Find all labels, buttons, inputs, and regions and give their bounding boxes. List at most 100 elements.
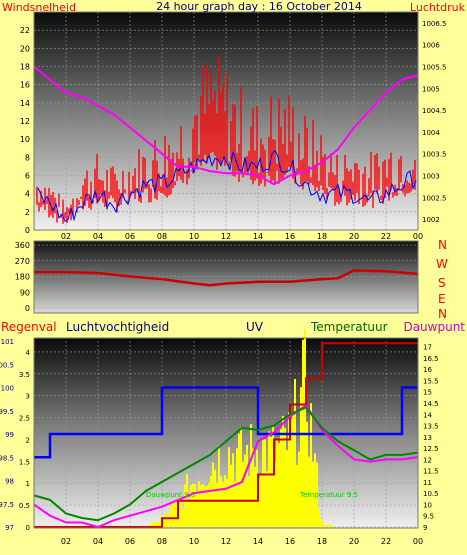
uv-axis-title: UV bbox=[246, 320, 264, 334]
hour-tick-label: 16 bbox=[285, 537, 295, 546]
temperature-tick-label: 11.5 bbox=[423, 468, 439, 476]
pressure-tick-label: 1003.5 bbox=[422, 151, 447, 159]
temperature-tick-label: 9 bbox=[423, 524, 427, 532]
pressure-tick-label: 1002.5 bbox=[422, 194, 447, 202]
humidity-tick-label: 97.5 bbox=[0, 501, 14, 509]
temperature-tick-label: 16.5 bbox=[423, 355, 439, 363]
temperature-tick-label: 11 bbox=[423, 479, 432, 487]
hour-tick-label: 18 bbox=[317, 232, 327, 241]
wind-tick-label: 22 bbox=[20, 26, 30, 35]
hour-tick-label: 04 bbox=[93, 232, 103, 241]
rain-tick-label: 2.5 bbox=[19, 415, 30, 423]
temperature-axis-title: Temperatuur bbox=[310, 320, 388, 334]
dewpoint-axis-title: Dauwpunt bbox=[403, 320, 465, 334]
humidity-tick-label: 99.5 bbox=[0, 408, 14, 416]
panel-border bbox=[33, 337, 419, 529]
wind-tick-label: 10 bbox=[20, 135, 30, 144]
hour-tick-label: 04 bbox=[93, 537, 103, 546]
humidity-axis-title: Luchtvochtigheid bbox=[66, 320, 169, 334]
pressure-tick-label: 1002 bbox=[422, 216, 440, 224]
panel-border bbox=[33, 11, 419, 231]
hour-tick-label: 12 bbox=[221, 232, 231, 241]
rain-tick-label: 3.5 bbox=[19, 371, 30, 379]
wind-tick-label: 8 bbox=[25, 153, 30, 162]
pressure-tick-label: 1004.5 bbox=[422, 107, 447, 115]
hour-tick-label: 02 bbox=[61, 232, 71, 241]
temperature-tick-label: 13 bbox=[423, 434, 432, 442]
wind-tick-label: 12 bbox=[20, 117, 30, 126]
rain-tick-label: 3 bbox=[26, 393, 30, 401]
direction-tick-label: 270 bbox=[15, 257, 30, 266]
hour-tick-label: 22 bbox=[381, 232, 391, 241]
hour-tick-label: 14 bbox=[253, 537, 263, 546]
rain-tick-label: 0 bbox=[26, 524, 30, 532]
humidity-tick-label: 98.5 bbox=[0, 454, 14, 462]
pressure-line bbox=[33, 65, 419, 186]
humidity-tick-label: 100 bbox=[1, 385, 14, 393]
compass-label-e: E bbox=[438, 292, 446, 306]
temperature-line bbox=[33, 406, 419, 522]
pressure-tick-label: 1003 bbox=[422, 173, 440, 181]
wind-tick-label: 4 bbox=[25, 190, 30, 199]
humidity-tick-label: 101 bbox=[1, 338, 14, 346]
compass-label-s: S bbox=[438, 276, 446, 290]
direction-tick-label: 360 bbox=[15, 241, 30, 250]
panel-direction-bg bbox=[34, 241, 418, 313]
rain-tick-label: 4 bbox=[26, 349, 31, 357]
rain-line bbox=[34, 342, 418, 528]
temperature-tick-label: 17 bbox=[423, 344, 432, 352]
direction-tick-label: 90 bbox=[20, 288, 30, 297]
wind-speed-axis-title: Windsnelheid bbox=[2, 1, 76, 14]
temperature-tick-label: 14 bbox=[423, 411, 432, 419]
hour-tick-label: 00 bbox=[413, 232, 423, 241]
temperature-tick-label: 15.5 bbox=[423, 377, 439, 385]
dewpoint-line bbox=[33, 404, 419, 528]
temperature-tick-label: 10.5 bbox=[423, 490, 439, 498]
humidity-tick-label: 98 bbox=[5, 478, 14, 486]
temperature-tick-label: 12.5 bbox=[423, 445, 439, 453]
compass-label-n-top: N bbox=[438, 238, 447, 252]
rain-axis-title: Regenval bbox=[1, 320, 57, 334]
pressure-tick-label: 1006 bbox=[422, 42, 440, 50]
wind-tick-label: 0 bbox=[25, 226, 30, 235]
rain-tick-label: 0.5 bbox=[19, 502, 30, 510]
direction-tick-label: 180 bbox=[15, 273, 30, 282]
pressure-tick-label: 1005 bbox=[422, 85, 440, 93]
panel-border bbox=[33, 240, 419, 314]
wind-tick-label: 20 bbox=[20, 44, 30, 53]
rain-tick-label: 1 bbox=[26, 480, 30, 488]
wind-tick-label: 6 bbox=[25, 172, 30, 181]
wind-tick-label: 14 bbox=[20, 99, 30, 108]
hour-tick-label: 16 bbox=[285, 232, 295, 241]
hour-tick-label: 10 bbox=[189, 537, 199, 546]
humidity-tick-label: 100.5 bbox=[0, 361, 14, 369]
wind-tick-label: 16 bbox=[20, 81, 30, 90]
hour-tick-label: 08 bbox=[157, 537, 167, 546]
hour-tick-label: 06 bbox=[125, 537, 135, 546]
compass-label-n-bottom: N bbox=[438, 307, 447, 321]
rain-tick-label: 2 bbox=[26, 436, 30, 444]
hour-tick-label: 20 bbox=[349, 232, 359, 241]
humidity-line bbox=[34, 386, 418, 459]
hour-tick-label: 00 bbox=[413, 537, 423, 546]
pressure-tick-label: 1006.5 bbox=[422, 20, 447, 28]
temperature-tick-label: 13.5 bbox=[423, 423, 439, 431]
dewpoint-annotation: Dauwpunt 9.5 bbox=[146, 491, 195, 499]
temperature-tick-label: 9.5 bbox=[423, 513, 434, 521]
hour-tick-label: 08 bbox=[157, 232, 167, 241]
humidity-tick-label: 99 bbox=[5, 431, 14, 439]
wind-tick-label: 2 bbox=[25, 208, 30, 217]
wind-direction-line bbox=[34, 269, 419, 287]
hour-tick-label: 18 bbox=[317, 537, 327, 546]
wind-average-line bbox=[37, 149, 417, 222]
compass-label-w: W bbox=[436, 257, 448, 271]
temperature-annotation: Temperatuur 9.5 bbox=[299, 491, 358, 499]
temperature-tick-label: 10 bbox=[423, 501, 432, 509]
hour-tick-label: 20 bbox=[349, 537, 359, 546]
temperature-tick-label: 16 bbox=[423, 366, 432, 374]
hour-tick-label: 10 bbox=[189, 232, 199, 241]
wind-tick-label: 18 bbox=[20, 63, 30, 72]
hour-tick-label: 12 bbox=[221, 537, 231, 546]
chart-title: 24 hour graph day : 16 October 2014 bbox=[156, 0, 362, 13]
